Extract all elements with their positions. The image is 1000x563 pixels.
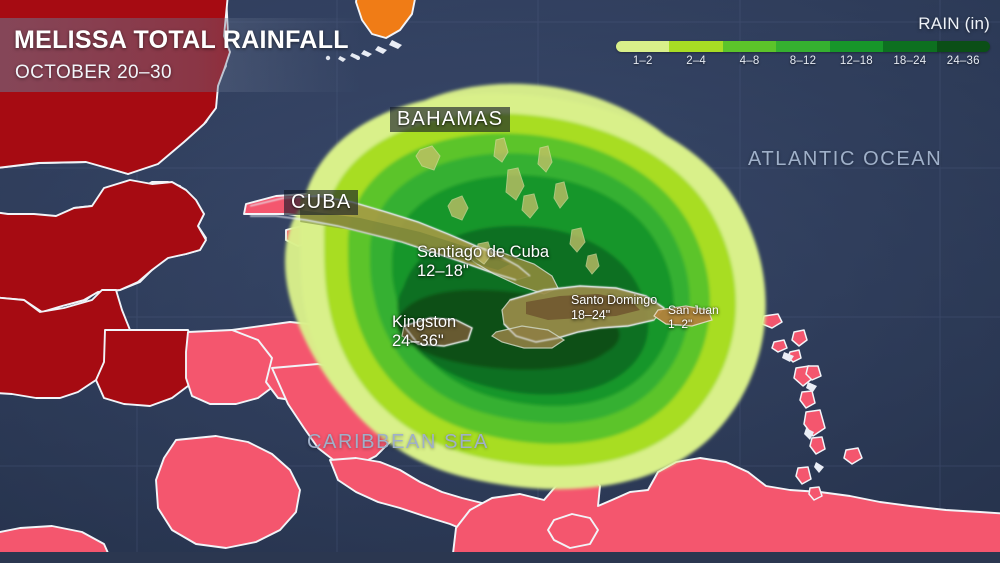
haiti-south-terrain	[491, 325, 566, 349]
rainfall-legend: RAIN (in) 1–2 2–4 4–8 8–12 12–18 18–24 2…	[606, 14, 994, 80]
legend-color-bar	[616, 41, 990, 52]
legend-swatch-2-4	[669, 41, 723, 52]
legend-label-24-36: 24–36	[946, 55, 980, 67]
legend-label-2-4: 2–4	[686, 55, 707, 67]
bahamas-cays	[415, 137, 600, 275]
puerto-rico-terrain-overlay	[653, 305, 713, 327]
legend-swatch-12-18	[829, 41, 884, 52]
bottom-letterbox-bar	[0, 552, 1000, 563]
landmass-yucatan	[0, 179, 207, 313]
legend-label-12-18: 12–18	[839, 55, 873, 67]
legend-swatch-18-24	[883, 41, 937, 52]
lesser-antilles	[761, 313, 863, 501]
legend-label-18-24: 18–24	[893, 55, 927, 67]
legend-label-4-8: 4–8	[739, 55, 760, 67]
landmass-florida	[355, 0, 416, 39]
legend-title: RAIN (in)	[918, 14, 990, 33]
cuba-interior-green	[300, 210, 510, 270]
legend-swatch-8-12	[776, 41, 830, 52]
landmass-central-america-south	[155, 435, 301, 549]
hispaniola-mountains	[526, 294, 640, 320]
title-backdrop	[0, 18, 360, 92]
legend-tick-labels: 1–2 2–4 4–8 8–12 12–18 18–24 24–36	[616, 55, 990, 67]
legend-swatch-24-36	[936, 41, 990, 52]
legend-swatch-4-8	[722, 41, 777, 52]
legend-label-8-12: 8–12	[789, 55, 817, 67]
landmass-aruba-curacao	[547, 513, 599, 549]
legend-swatch-1-2	[616, 41, 670, 52]
legend-label-1-2: 1–2	[632, 55, 653, 67]
islands-under-plume	[300, 137, 713, 349]
